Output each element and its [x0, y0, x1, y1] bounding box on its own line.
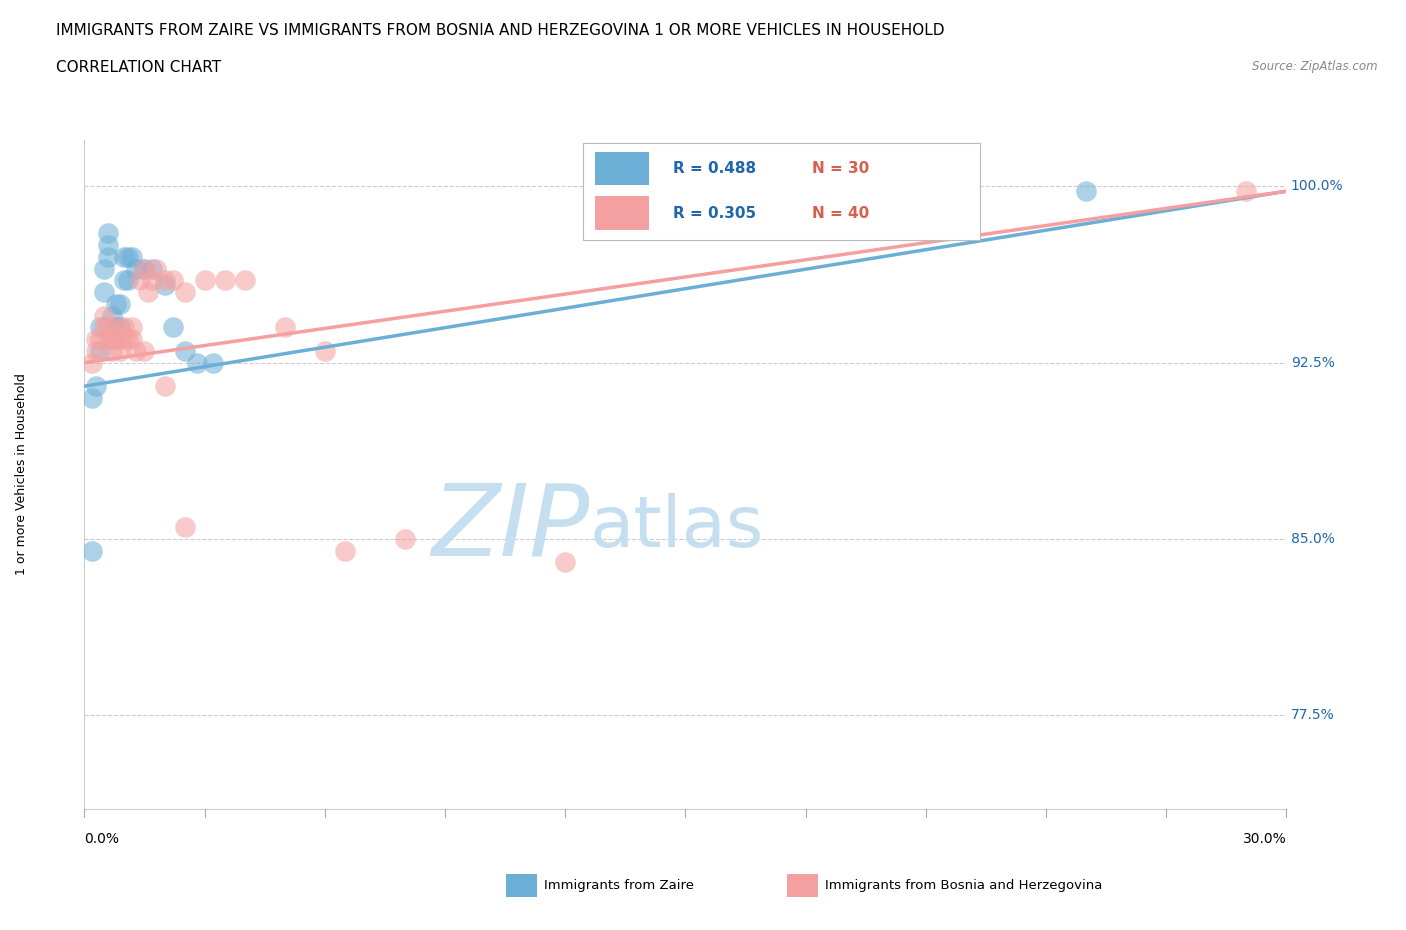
Point	[125, 261, 148, 276]
Point	[141, 261, 163, 276]
Point	[314, 343, 336, 358]
Point	[117, 249, 139, 264]
Text: 77.5%: 77.5%	[1291, 708, 1334, 722]
Point	[105, 320, 128, 335]
Point	[101, 332, 124, 347]
Point	[105, 297, 128, 312]
Point	[93, 308, 115, 323]
Point	[162, 273, 184, 288]
Point	[86, 332, 108, 347]
Point	[89, 343, 111, 358]
Point	[333, 543, 356, 558]
FancyBboxPatch shape	[583, 143, 980, 240]
Text: 85.0%: 85.0%	[1291, 532, 1334, 546]
Point	[114, 249, 135, 264]
Point	[274, 320, 297, 335]
Point	[114, 273, 135, 288]
Point	[194, 273, 217, 288]
Point	[134, 343, 156, 358]
Point	[121, 249, 143, 264]
Point	[110, 320, 132, 335]
Point	[110, 343, 132, 358]
Point	[101, 332, 124, 347]
Point	[101, 343, 124, 358]
Point	[110, 332, 132, 347]
Point	[89, 332, 111, 347]
Text: N = 30: N = 30	[811, 161, 869, 176]
Point	[101, 308, 124, 323]
Point	[145, 261, 167, 276]
Point	[1076, 184, 1098, 199]
Point	[86, 379, 108, 393]
Point	[153, 278, 176, 293]
Point	[117, 332, 139, 347]
Point	[97, 226, 120, 241]
Text: 92.5%: 92.5%	[1291, 355, 1334, 370]
Point	[214, 273, 236, 288]
Point	[134, 261, 156, 276]
Text: N = 40: N = 40	[811, 206, 869, 220]
Point	[121, 332, 143, 347]
Point	[394, 531, 416, 546]
Text: Immigrants from Zaire: Immigrants from Zaire	[544, 879, 695, 892]
Text: 0.0%: 0.0%	[84, 832, 120, 846]
Text: R = 0.488: R = 0.488	[673, 161, 756, 176]
Point	[89, 320, 111, 335]
Point	[153, 379, 176, 393]
Point	[173, 285, 195, 299]
Text: 100.0%: 100.0%	[1291, 179, 1343, 193]
Point	[97, 332, 120, 347]
Text: IMMIGRANTS FROM ZAIRE VS IMMIGRANTS FROM BOSNIA AND HERZEGOVINA 1 OR MORE VEHICL: IMMIGRANTS FROM ZAIRE VS IMMIGRANTS FROM…	[56, 23, 945, 38]
Point	[125, 343, 148, 358]
Point	[105, 320, 128, 335]
Point	[186, 355, 208, 370]
Point	[105, 332, 128, 347]
Point	[173, 343, 195, 358]
Point	[114, 332, 135, 347]
Point	[86, 343, 108, 358]
Point	[93, 320, 115, 335]
Point	[129, 273, 152, 288]
Point	[82, 543, 104, 558]
Text: 1 or more Vehicles in Household: 1 or more Vehicles in Household	[14, 373, 28, 576]
Point	[97, 249, 120, 264]
Point	[134, 261, 156, 276]
Point	[233, 273, 256, 288]
Point	[93, 285, 115, 299]
Point	[201, 355, 224, 370]
Point	[117, 273, 139, 288]
Bar	[595, 152, 650, 185]
Text: 30.0%: 30.0%	[1243, 832, 1286, 846]
Point	[93, 261, 115, 276]
Text: CORRELATION CHART: CORRELATION CHART	[56, 60, 221, 75]
Text: atlas: atlas	[589, 494, 763, 563]
Point	[1234, 184, 1257, 199]
Point	[114, 320, 135, 335]
Point	[121, 320, 143, 335]
Point	[97, 238, 120, 253]
Text: Immigrants from Bosnia and Herzegovina: Immigrants from Bosnia and Herzegovina	[825, 879, 1102, 892]
Point	[97, 320, 120, 335]
Point	[162, 320, 184, 335]
Point	[141, 273, 163, 288]
Point	[153, 273, 176, 288]
Text: Source: ZipAtlas.com: Source: ZipAtlas.com	[1253, 60, 1378, 73]
Point	[554, 555, 576, 570]
Point	[173, 520, 195, 535]
Bar	[595, 196, 650, 230]
Point	[82, 355, 104, 370]
Point	[138, 285, 160, 299]
Point	[82, 391, 104, 405]
Point	[110, 297, 132, 312]
Text: R = 0.305: R = 0.305	[673, 206, 756, 220]
Text: ZIP: ZIP	[432, 479, 589, 577]
